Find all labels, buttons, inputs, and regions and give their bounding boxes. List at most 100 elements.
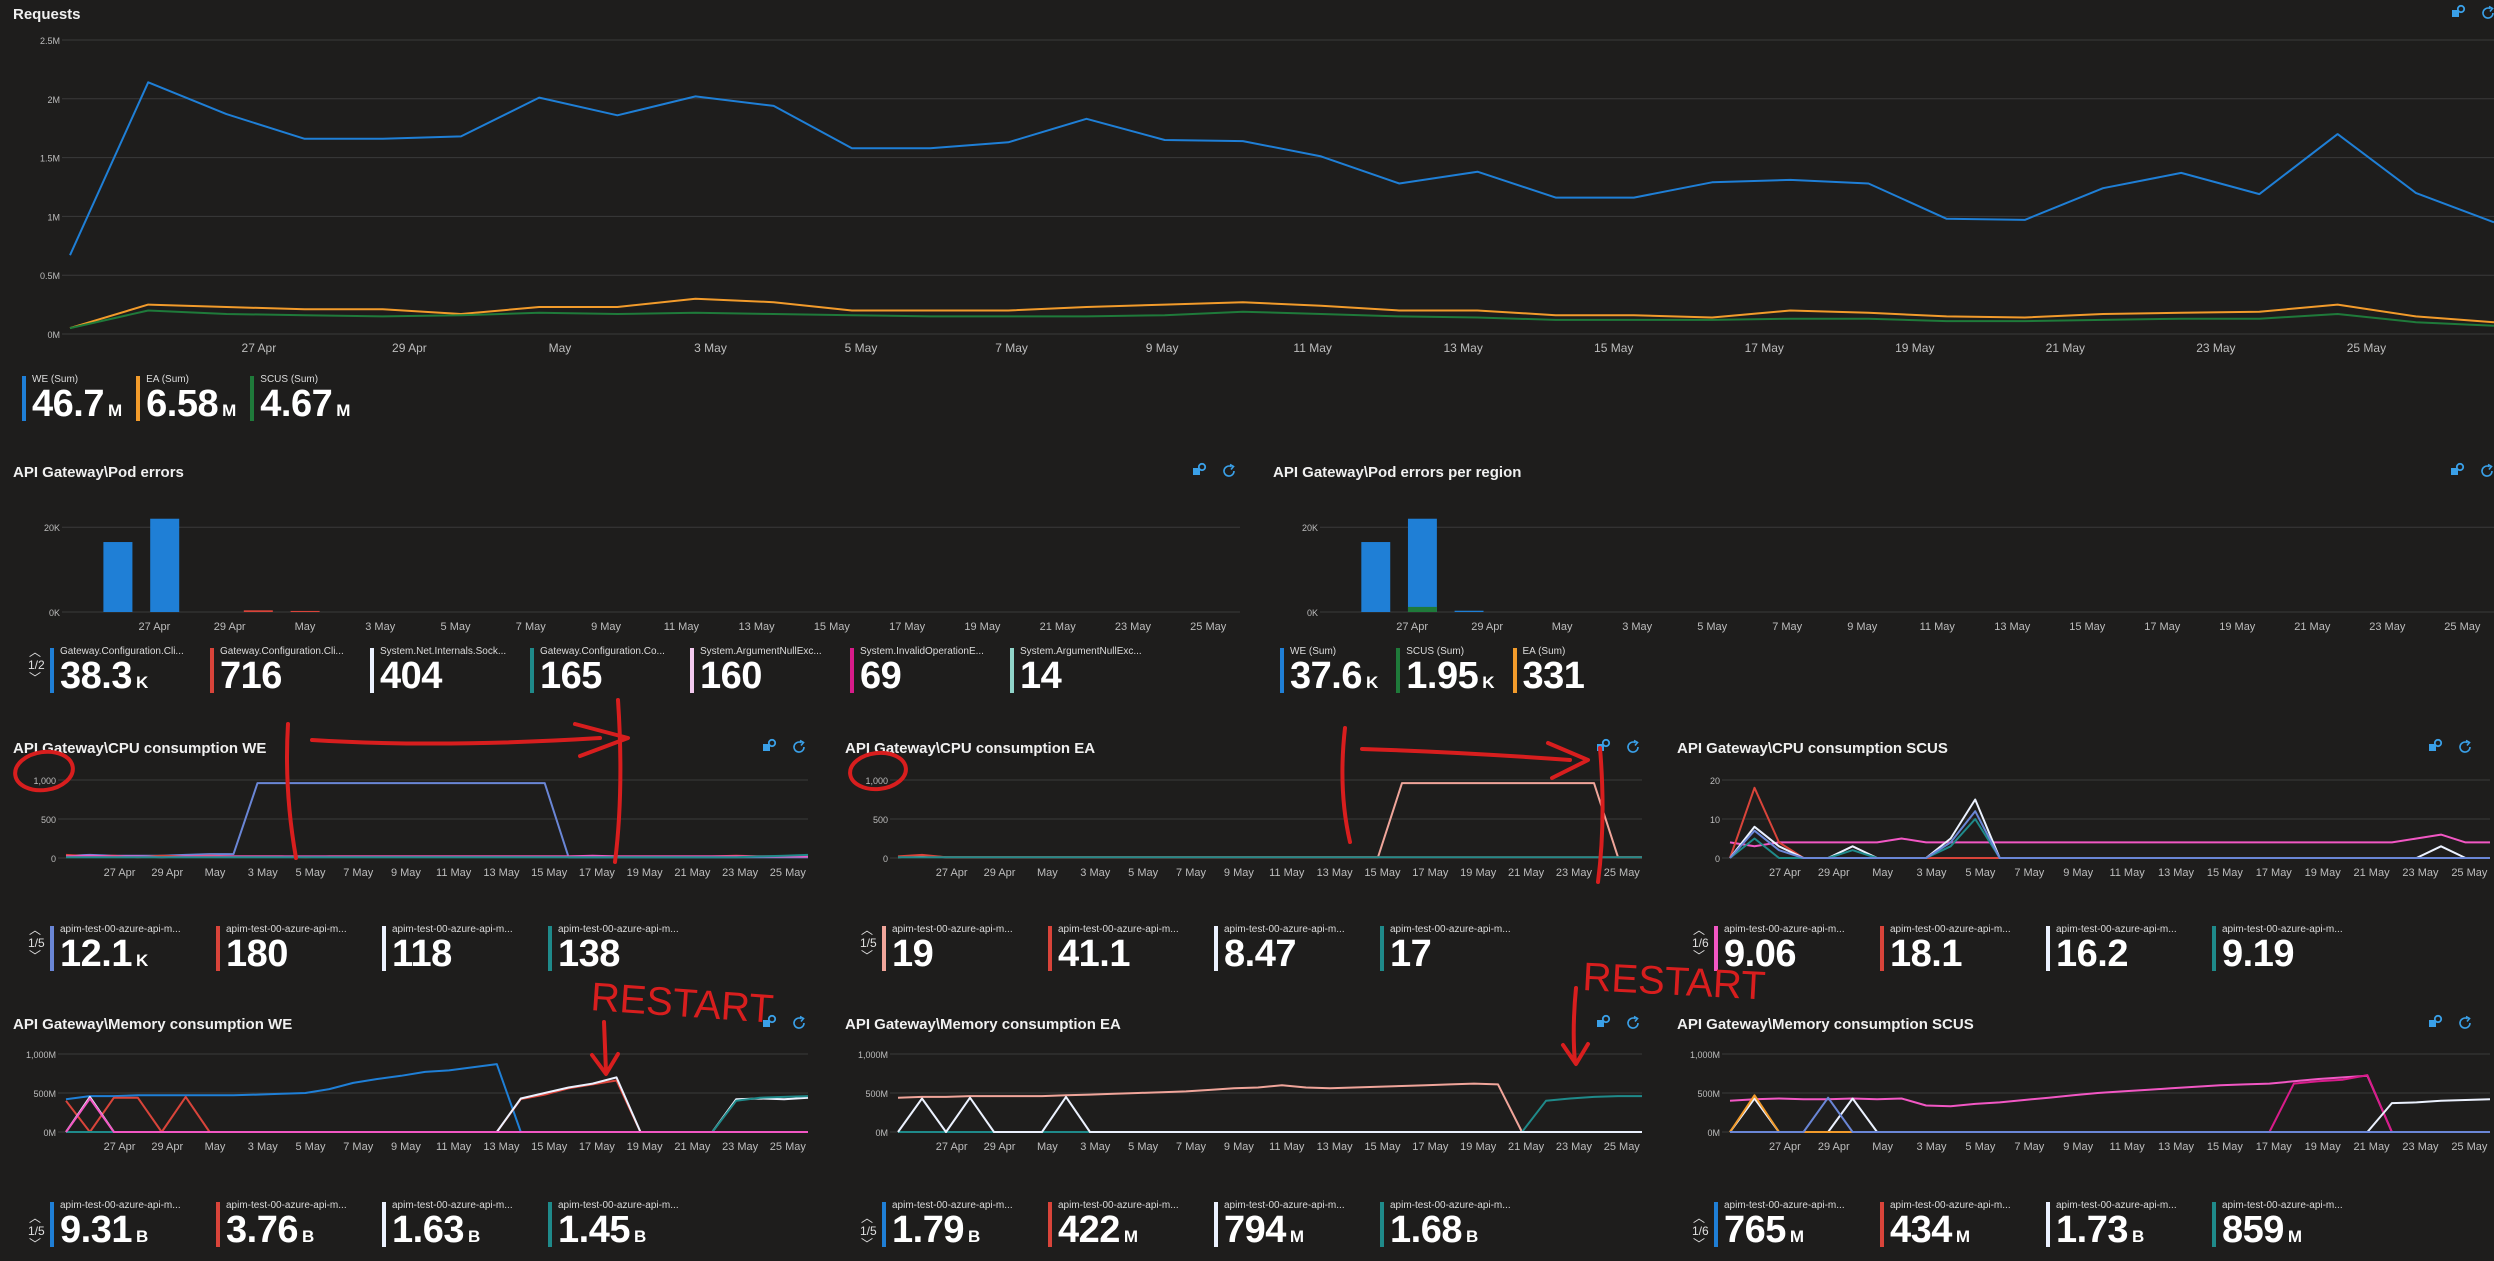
legend-item[interactable]: apim-test-00-azure-api-m... 9.19 xyxy=(2212,922,2360,973)
x-tick-label: 23 May xyxy=(2402,867,2439,879)
pin-icon[interactable] xyxy=(760,738,778,756)
legend-item[interactable]: apim-test-00-azure-api-m... 19 xyxy=(882,922,1030,973)
legend-pager[interactable]: ︿ 1/5 ﹀ xyxy=(28,1211,45,1251)
legend-item[interactable]: apim-test-00-azure-api-m... 1.63 B xyxy=(382,1198,530,1249)
legend-item[interactable]: EA (Sum) 6.58 M xyxy=(136,372,236,423)
legend-value: 8.47 xyxy=(1224,933,1296,975)
chevron-up-icon[interactable]: ︿ xyxy=(28,923,41,937)
refresh-icon[interactable] xyxy=(2479,4,2494,22)
legend-pager[interactable]: ︿ 1/6 ﹀ xyxy=(1692,1211,1709,1251)
chevron-down-icon[interactable]: ﹀ xyxy=(1692,949,1705,963)
legend-series-name: apim-test-00-azure-api-m... xyxy=(1224,1200,1345,1211)
chevron-up-icon[interactable]: ︿ xyxy=(28,645,41,659)
pin-icon[interactable] xyxy=(1594,1014,1612,1032)
legend-item[interactable]: SCUS (Sum) 1.95 K xyxy=(1396,644,1495,695)
legend-item[interactable]: Gateway.Configuration.Cli... 716 xyxy=(210,644,355,695)
x-tick-label: 27 Apr xyxy=(104,867,136,879)
legend-item[interactable]: apim-test-00-azure-api-m... 1.68 B xyxy=(1380,1198,1528,1249)
legend-item[interactable]: apim-test-00-azure-api-m... 765 M xyxy=(1714,1198,1862,1249)
x-tick-label: 7 May xyxy=(995,341,1028,355)
legend-item[interactable]: apim-test-00-azure-api-m... 794 M xyxy=(1214,1198,1362,1249)
x-tick-label: 11 May xyxy=(1293,341,1331,355)
legend-item[interactable]: EA (Sum) 331 xyxy=(1512,644,1589,697)
legend-color-bar xyxy=(250,376,255,421)
chevron-up-icon[interactable]: ︿ xyxy=(1692,1211,1705,1225)
chevron-down-icon[interactable]: ﹀ xyxy=(28,1237,41,1251)
x-tick-label: 5 May xyxy=(1965,867,1995,879)
series-line xyxy=(65,1079,808,1133)
y-tick-label: 0M xyxy=(1707,1128,1720,1138)
refresh-icon[interactable] xyxy=(2456,738,2474,756)
legend-item[interactable]: System.Net.Internals.Sock... 404 xyxy=(370,644,515,695)
legend-pager[interactable]: ︿ 1/5 ﹀ xyxy=(28,923,45,963)
refresh-icon[interactable] xyxy=(1220,462,1238,480)
legend-item[interactable]: WE (Sum) 46.7 M xyxy=(22,372,122,423)
legend-item[interactable]: Gateway.Configuration.Cli... 38.3 K xyxy=(50,644,195,695)
legend-item[interactable]: apim-test-00-azure-api-m... 180 xyxy=(216,922,364,973)
legend-pager[interactable]: ︿ 1/6 ﹀ xyxy=(1692,923,1709,963)
legend-item[interactable]: apim-test-00-azure-api-m... 9.31 B xyxy=(50,1198,198,1249)
refresh-icon[interactable] xyxy=(790,738,808,756)
chevron-down-icon[interactable]: ﹀ xyxy=(28,949,41,963)
pin-icon[interactable] xyxy=(1594,738,1612,756)
legend-item[interactable]: System.ArgumentNullExc... 160 xyxy=(690,644,835,695)
legend-value: 331 xyxy=(1522,655,1585,697)
legend-item[interactable]: System.InvalidOperationE... 69 xyxy=(850,644,995,695)
refresh-icon[interactable] xyxy=(2456,1014,2474,1032)
legend-pager[interactable]: ︿ 1/2 ﹀ xyxy=(28,645,45,685)
x-tick-label: 3 May xyxy=(1080,867,1110,879)
legend-series-name: SCUS (Sum) xyxy=(260,374,319,385)
x-tick-label: 29 Apr xyxy=(984,867,1016,879)
pin-icon[interactable] xyxy=(2448,462,2466,480)
legend-item[interactable]: apim-test-00-azure-api-m... 9.06 xyxy=(1714,922,1862,973)
chevron-up-icon[interactable]: ︿ xyxy=(860,1211,873,1225)
legend-item[interactable]: apim-test-00-azure-api-m... 41.1 xyxy=(1048,922,1196,973)
legend-item[interactable]: apim-test-00-azure-api-m... 8.47 xyxy=(1214,922,1362,973)
legend-color-bar xyxy=(2212,926,2216,971)
cpu-scus-chart: 0 10 20 27 Apr 29 Apr May 3 May 5 May 7 May 9 May… xyxy=(1710,776,2490,879)
x-tick-label: 21 May xyxy=(1508,1141,1545,1153)
chevron-down-icon[interactable]: ﹀ xyxy=(860,949,873,963)
bar xyxy=(290,610,320,612)
x-tick-label: 23 May xyxy=(2369,621,2406,633)
refresh-icon[interactable] xyxy=(1624,1014,1642,1032)
chevron-down-icon[interactable]: ﹀ xyxy=(28,671,41,685)
x-tick-label: May xyxy=(1872,1141,1893,1153)
legend-item[interactable]: apim-test-00-azure-api-m... 16.2 xyxy=(2046,922,2194,973)
legend-item[interactable]: apim-test-00-azure-api-m... 1.79 B xyxy=(882,1198,1030,1249)
chevron-up-icon[interactable]: ︿ xyxy=(28,1211,41,1225)
pin-icon[interactable] xyxy=(2449,4,2467,22)
chevron-down-icon[interactable]: ﹀ xyxy=(860,1237,873,1251)
legend-item[interactable]: apim-test-00-azure-api-m... 18.1 xyxy=(1880,922,2028,973)
y-tick-label: 1,000M xyxy=(858,1050,888,1060)
legend-pager[interactable]: ︿ 1/5 ﹀ xyxy=(860,923,877,963)
chevron-up-icon[interactable]: ︿ xyxy=(1692,923,1705,937)
legend-item[interactable]: WE (Sum) 37.6 K xyxy=(1280,644,1378,695)
legend-item[interactable]: apim-test-00-azure-api-m... 138 xyxy=(548,922,696,973)
legend-item[interactable]: apim-test-00-azure-api-m... 3.76 B xyxy=(216,1198,364,1249)
pin-icon[interactable] xyxy=(2426,738,2444,756)
legend-item[interactable]: apim-test-00-azure-api-m... 422 M xyxy=(1048,1198,1196,1249)
refresh-icon[interactable] xyxy=(2478,462,2494,480)
pin-icon[interactable] xyxy=(760,1014,778,1032)
pin-icon[interactable] xyxy=(2426,1014,2444,1032)
chevron-up-icon[interactable]: ︿ xyxy=(860,923,873,937)
x-tick-label: 25 May xyxy=(1190,621,1227,633)
legend-item[interactable]: apim-test-00-azure-api-m... 434 M xyxy=(1880,1198,2028,1249)
legend-item[interactable]: Gateway.Configuration.Co... 165 xyxy=(530,644,675,695)
legend-item[interactable]: apim-test-00-azure-api-m... 859 M xyxy=(2212,1198,2360,1249)
legend-item[interactable]: apim-test-00-azure-api-m... 118 xyxy=(382,922,530,973)
legend-item[interactable]: apim-test-00-azure-api-m... 12.1 K xyxy=(50,922,198,973)
legend-pager[interactable]: ︿ 1/5 ﹀ xyxy=(860,1211,877,1251)
x-tick-label: 25 May xyxy=(2347,341,2386,355)
legend-item[interactable]: apim-test-00-azure-api-m... 1.73 B xyxy=(2046,1198,2194,1249)
refresh-icon[interactable] xyxy=(1624,738,1642,756)
refresh-icon[interactable] xyxy=(790,1014,808,1032)
legend-item[interactable]: apim-test-00-azure-api-m... 1.45 B xyxy=(548,1198,696,1249)
chevron-down-icon[interactable]: ﹀ xyxy=(1692,1237,1705,1251)
pin-icon[interactable] xyxy=(1190,462,1208,480)
legend-item[interactable]: SCUS (Sum) 4.67 M xyxy=(250,372,350,423)
legend-item[interactable]: System.ArgumentNullExc... 14 xyxy=(1010,644,1155,695)
legend-color-bar xyxy=(850,648,854,693)
legend-item[interactable]: apim-test-00-azure-api-m... 17 xyxy=(1380,922,1528,973)
